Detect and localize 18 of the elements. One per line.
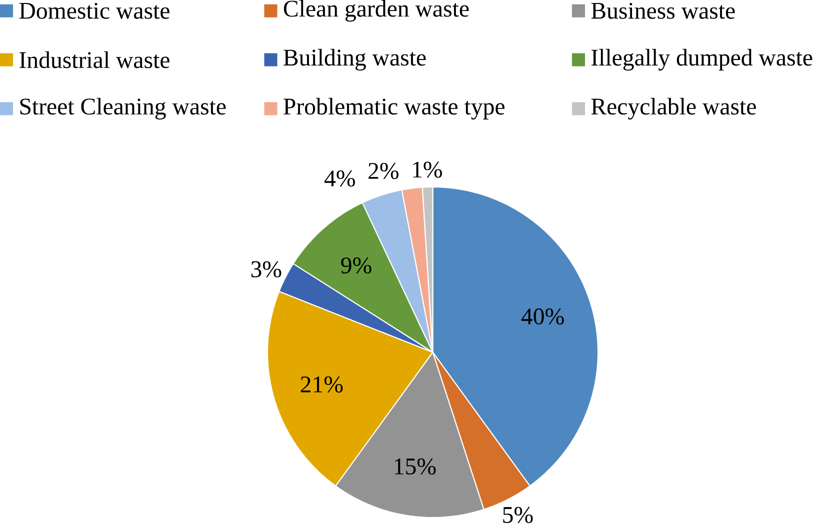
data-label: 9% bbox=[341, 257, 372, 274]
data-label: 5% bbox=[503, 506, 533, 524]
data-label: 40% bbox=[521, 308, 564, 325]
data-label: 1% bbox=[413, 162, 442, 178]
data-label: 4% bbox=[324, 170, 355, 187]
legend-label: Business waste bbox=[591, 2, 735, 19]
data-label: 15% bbox=[394, 458, 436, 475]
legend-label: Industrial waste bbox=[20, 51, 170, 68]
legend-label: Domestic waste bbox=[19, 2, 170, 19]
legend-label: Street Cleaning waste bbox=[20, 98, 226, 120]
legend-label: Recyclable waste bbox=[591, 98, 756, 120]
data-label: 2% bbox=[368, 162, 398, 180]
data-label: 21% bbox=[300, 376, 343, 393]
legend-label: Problematic waste type bbox=[284, 98, 504, 120]
legend-label: Illegally dumped waste bbox=[592, 48, 812, 71]
legend-label: Clean garden waste bbox=[284, 0, 469, 22]
legend-label: Building waste bbox=[284, 48, 426, 71]
data-label: 3% bbox=[251, 261, 282, 278]
